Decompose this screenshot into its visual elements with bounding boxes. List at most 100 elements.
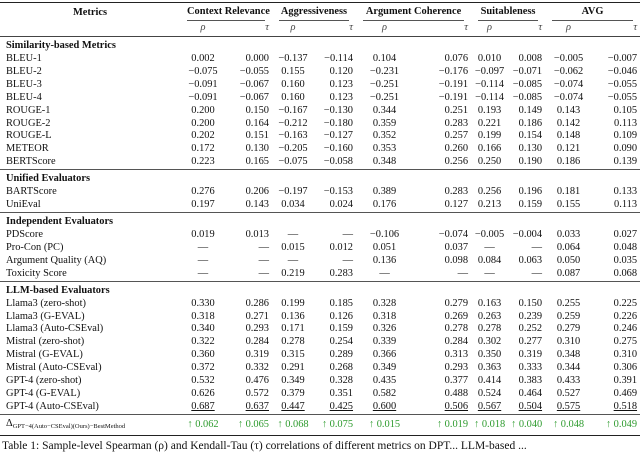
value-cell: −0.251 xyxy=(356,79,413,92)
value-cell: 0.293 xyxy=(413,362,471,375)
table-caption: Table 1: Sample-level Spearman (ρ) and K… xyxy=(2,439,527,452)
value-cell: 0.150 xyxy=(226,105,272,118)
value-cell: 0.289 xyxy=(314,349,356,362)
value-cell: 0.322 xyxy=(180,336,226,349)
value: 0.239 xyxy=(518,310,543,322)
value: 0.344 xyxy=(372,104,397,116)
delta-value: ↑ 0.068 xyxy=(272,413,314,436)
value: — xyxy=(531,241,543,253)
value-cell: 0.315 xyxy=(272,349,314,362)
value: −0.055 xyxy=(607,91,638,103)
value: — xyxy=(258,254,269,266)
value-cell: — xyxy=(314,229,356,242)
value-cell: 0.143 xyxy=(226,199,272,212)
value: 0.506 xyxy=(444,400,469,412)
value: 0.193 xyxy=(477,104,502,116)
value-cell: 0.328 xyxy=(356,298,413,311)
value-cell: 0.359 xyxy=(356,118,413,131)
value: 0.223 xyxy=(191,156,215,168)
value: 0.310 xyxy=(613,349,638,361)
value-cell: −0.074 xyxy=(413,229,471,242)
value: 0.012 xyxy=(329,241,354,253)
value-cell: 0.127 xyxy=(413,199,471,212)
value: 0.348 xyxy=(556,349,581,361)
value: 0.372 xyxy=(191,362,215,374)
tau-header: τ xyxy=(508,21,546,37)
metric-name: BLEU-4 xyxy=(6,91,42,103)
value: 0.425 xyxy=(329,400,354,412)
value: — xyxy=(484,267,495,279)
group-header-argument-coherence: Argument Coherence xyxy=(356,2,472,21)
value: 0.433 xyxy=(556,375,581,387)
value-cell: 0.348 xyxy=(545,349,592,362)
value: 0.219 xyxy=(281,267,305,279)
value-cell: — xyxy=(180,255,226,268)
value: 0.279 xyxy=(444,297,469,309)
value-cell: −0.004 xyxy=(508,229,545,242)
value-cell: 0.000 xyxy=(226,53,272,66)
value: 0.488 xyxy=(444,387,469,399)
rho-header: ρ xyxy=(180,21,226,37)
value-cell: 0.142 xyxy=(545,118,592,131)
table-row: Llama3 (G-EVAL) 0.318 0.271 0.136 0.126 0.318… xyxy=(0,311,640,324)
value-cell: 0.383 xyxy=(508,375,545,388)
value: 0.250 xyxy=(477,156,502,168)
value-cell: — xyxy=(272,255,314,268)
value-cell: 0.255 xyxy=(545,298,592,311)
value-cell: 0.186 xyxy=(508,118,545,131)
value-cell: 0.033 xyxy=(545,229,592,242)
value: 0.278 xyxy=(444,323,469,335)
value-cell: −0.058 xyxy=(314,156,356,169)
value-cell: 0.464 xyxy=(508,388,545,401)
value-cell: 0.109 xyxy=(592,130,640,143)
value-cell: 0.339 xyxy=(356,336,413,349)
value-cell: 0.160 xyxy=(272,92,314,105)
value: 0.185 xyxy=(329,297,354,309)
value-cell: 0.330 xyxy=(180,298,226,311)
value: 0.637 xyxy=(245,400,269,412)
value: −0.251 xyxy=(369,91,400,103)
value-cell: 0.600 xyxy=(356,401,413,414)
value-cell: −0.067 xyxy=(226,79,272,92)
value: −0.067 xyxy=(239,78,269,90)
value-cell: −0.074 xyxy=(545,79,592,92)
value: — xyxy=(287,254,299,266)
value: — xyxy=(531,267,543,279)
value-cell: 0.293 xyxy=(226,323,272,336)
value-cell: 0.379 xyxy=(272,388,314,401)
value-cell: 0.435 xyxy=(356,375,413,388)
value: −0.005 xyxy=(474,228,505,240)
value-cell: 0.504 xyxy=(508,401,545,414)
value-cell: 0.160 xyxy=(272,79,314,92)
value: 0.221 xyxy=(477,117,502,129)
value: −0.075 xyxy=(188,65,218,77)
value-cell: 0.333 xyxy=(508,362,545,375)
value-cell: −0.106 xyxy=(356,229,413,242)
value: −0.091 xyxy=(188,91,218,103)
value-cell: 0.051 xyxy=(356,242,413,255)
value-cell: 0.348 xyxy=(356,156,413,169)
value: −0.055 xyxy=(607,78,638,90)
value: 0.328 xyxy=(372,297,397,309)
delta-value: ↑ 0.065 xyxy=(226,413,272,436)
metric-name: UniEval xyxy=(6,199,41,211)
metric-name: Mistral (Auto-CSEval) xyxy=(6,362,102,374)
value-cell: 0.278 xyxy=(272,336,314,349)
value: 0.139 xyxy=(613,156,638,168)
value: 0.504 xyxy=(518,400,543,412)
tau-header: τ xyxy=(314,21,357,37)
value-cell: 0.239 xyxy=(508,311,545,324)
value: 0.318 xyxy=(372,310,397,322)
metric-name: PDScore xyxy=(6,228,43,240)
value-cell: 0.319 xyxy=(226,349,272,362)
value-cell: 0.172 xyxy=(180,143,226,156)
value-cell: −0.251 xyxy=(356,92,413,105)
value-cell: 0.527 xyxy=(545,388,592,401)
value: 0.197 xyxy=(191,199,215,211)
value: 0.120 xyxy=(329,65,354,77)
value-cell: −0.005 xyxy=(545,53,592,66)
section-header-row: LLM-based Evaluators xyxy=(0,280,640,298)
value-cell: −0.153 xyxy=(314,186,356,199)
value: 0.160 xyxy=(281,91,305,103)
delta-label: ΔGPT−4(Auto−CSEval)(Ours)−BestMethod xyxy=(0,413,180,436)
